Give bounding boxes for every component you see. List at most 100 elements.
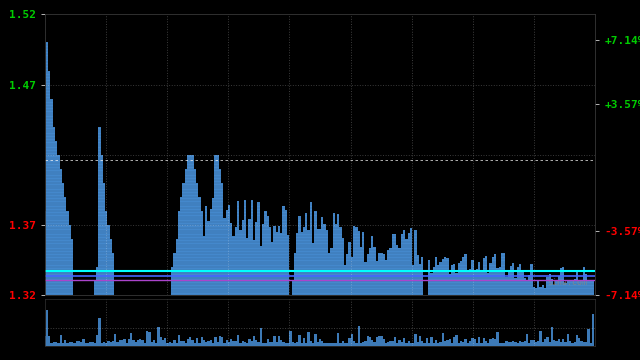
Bar <box>344 343 346 346</box>
Bar <box>496 268 499 295</box>
Bar <box>526 280 528 295</box>
Bar <box>483 258 485 295</box>
Bar <box>278 226 280 295</box>
Bar <box>312 243 314 295</box>
Bar <box>481 343 483 346</box>
Bar <box>83 339 84 346</box>
Bar <box>449 339 451 346</box>
Bar <box>280 340 282 346</box>
Bar <box>396 245 399 295</box>
Bar <box>572 343 573 346</box>
Bar <box>196 338 198 346</box>
Bar <box>551 279 553 295</box>
Bar <box>396 343 399 346</box>
Bar <box>453 337 455 346</box>
Bar <box>289 331 292 346</box>
Bar <box>241 341 244 346</box>
Bar <box>564 342 567 346</box>
Bar <box>44 211 46 295</box>
Bar <box>462 257 465 295</box>
Bar <box>226 211 228 295</box>
Bar <box>392 341 394 346</box>
Bar <box>303 227 305 295</box>
Bar <box>273 336 276 346</box>
Bar <box>205 342 207 346</box>
Bar <box>87 343 89 346</box>
Bar <box>269 227 271 295</box>
Bar <box>180 341 182 346</box>
Bar <box>576 336 578 346</box>
Bar <box>419 336 421 346</box>
Bar <box>198 343 200 346</box>
Bar <box>266 216 269 295</box>
Bar <box>414 334 417 346</box>
Bar <box>64 197 67 295</box>
Bar <box>333 213 335 295</box>
Bar <box>62 183 64 295</box>
Bar <box>48 336 51 346</box>
Bar <box>216 155 219 295</box>
Bar <box>278 336 280 346</box>
Bar <box>310 202 312 295</box>
Bar <box>84 343 87 346</box>
Bar <box>109 239 112 295</box>
Bar <box>148 332 150 346</box>
Bar <box>537 280 540 295</box>
Bar <box>576 272 578 295</box>
Bar <box>296 233 298 295</box>
Bar <box>531 340 532 346</box>
Bar <box>221 337 223 346</box>
Bar <box>185 343 187 346</box>
Bar <box>203 236 205 295</box>
Bar <box>298 335 301 346</box>
Bar <box>426 338 428 346</box>
Bar <box>180 197 182 295</box>
Bar <box>553 340 556 346</box>
Bar <box>469 269 471 295</box>
Bar <box>246 238 248 295</box>
Bar <box>362 342 364 346</box>
Bar <box>99 318 100 346</box>
Bar <box>214 155 216 295</box>
Bar <box>271 242 273 295</box>
Bar <box>228 205 230 295</box>
Bar <box>471 338 474 346</box>
Bar <box>314 211 317 295</box>
Bar <box>269 342 271 346</box>
Bar <box>173 340 175 346</box>
Bar <box>171 343 173 346</box>
Bar <box>169 342 171 346</box>
Bar <box>68 342 71 346</box>
Bar <box>273 225 276 295</box>
Bar <box>235 227 237 295</box>
Bar <box>67 343 68 346</box>
Bar <box>544 288 547 295</box>
Bar <box>228 342 230 346</box>
Bar <box>532 287 535 295</box>
Bar <box>444 257 446 295</box>
Bar <box>103 342 105 346</box>
Bar <box>330 343 333 346</box>
Bar <box>540 331 541 346</box>
Bar <box>362 232 364 295</box>
Bar <box>419 264 421 295</box>
Bar <box>296 342 298 346</box>
Bar <box>378 336 380 346</box>
Bar <box>337 333 339 346</box>
Bar <box>585 274 588 295</box>
Bar <box>175 343 178 346</box>
Bar <box>323 343 326 346</box>
Bar <box>248 338 251 346</box>
Bar <box>173 253 175 295</box>
Bar <box>210 208 212 295</box>
Bar <box>465 254 467 295</box>
Bar <box>399 340 401 346</box>
Bar <box>235 341 237 346</box>
Bar <box>506 341 508 346</box>
Bar <box>462 342 465 346</box>
Bar <box>483 338 485 346</box>
Bar <box>93 281 96 295</box>
Bar <box>221 183 223 295</box>
Bar <box>557 339 560 346</box>
Text: sina.com: sina.com <box>547 278 587 287</box>
